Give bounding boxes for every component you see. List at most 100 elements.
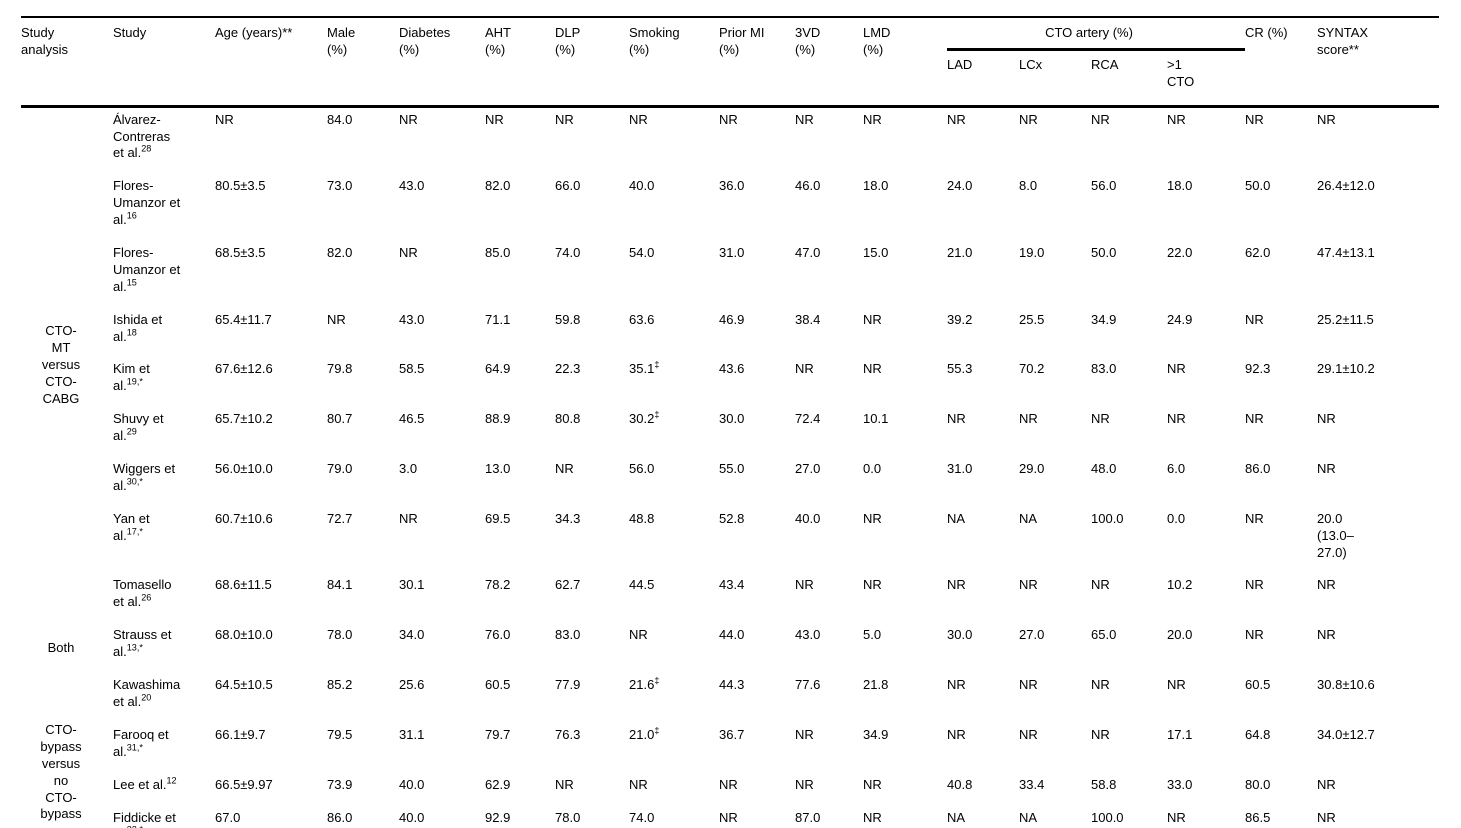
row-group-label: CTO- bypass versus no CTO- bypass	[40, 721, 82, 822]
study-reference: 19,*	[126, 377, 143, 388]
study-name-cell: Yan et al.17,*	[113, 510, 150, 543]
cell-lcx: NR	[1019, 577, 1038, 593]
cell-rca: 56.0	[1091, 178, 1117, 194]
cell-cr: 86.0	[1245, 461, 1271, 477]
cell-aht: 79.7	[485, 726, 511, 742]
cell-male: NR	[327, 311, 346, 327]
cell-gt1-cto: 10.2	[1167, 577, 1193, 593]
cell-gt1-cto: 24.9	[1167, 311, 1193, 327]
cell-lmd: 18.0	[863, 178, 889, 194]
cell-diabetes: 43.0	[399, 311, 425, 327]
cell-prior-mi: 44.0	[719, 627, 745, 643]
cell-cr: NR	[1245, 577, 1264, 593]
cell-lad: 21.0	[947, 245, 973, 261]
cell-lad: NR	[947, 577, 966, 593]
cell-age: 67.0 (59.0– 74.0)	[215, 809, 252, 828]
study-name-cell: Ishida et al.18	[113, 311, 163, 344]
cell-age: 68.6±11.5	[215, 577, 272, 593]
cell-diabetes: 58.5	[399, 361, 425, 377]
cell-gt1-cto: 22.0	[1167, 245, 1193, 261]
cell-3vd: NR	[795, 776, 814, 792]
cell-prior-mi: 36.0	[719, 178, 745, 194]
cell-rca: 65.0	[1091, 627, 1117, 643]
cell-diabetes: 46.5	[399, 411, 425, 427]
cell-smoking: 63.6	[629, 311, 655, 327]
cell-syntax: 20.0 (13.0– 27.0)	[1317, 510, 1354, 560]
cell-aht: 64.9	[485, 361, 511, 377]
study-reference: 15	[126, 277, 137, 288]
cell-lmd: NR	[863, 809, 882, 825]
cell-lcx: 27.0	[1019, 627, 1045, 643]
cell-prior-mi: 36.7	[719, 726, 745, 742]
study-reference: 13,*	[126, 642, 143, 653]
cell-aht: 92.9	[485, 809, 511, 825]
cell-cr: 50.0	[1245, 178, 1271, 194]
cell-syntax: NR	[1317, 577, 1336, 593]
cell-aht: 13.0	[485, 461, 511, 477]
cell-lcx: 8.0	[1019, 178, 1038, 194]
cell-gt1-cto: 33.0	[1167, 776, 1193, 792]
cell-smoking: 30.2‡	[629, 409, 660, 427]
cell-male: 84.1	[327, 577, 353, 593]
cell-dlp: NR	[555, 776, 574, 792]
cell-cr: NR	[1245, 411, 1264, 427]
study-name-cell: Kim et al.19,*	[113, 361, 150, 394]
cell-aht: 78.2	[485, 577, 511, 593]
double-dagger-footnote-marker: ‡	[654, 675, 660, 686]
table-row: Farooq et al.31,* 66.1±9.7 79.5 31.1 79.7 76.…	[21, 723, 1439, 773]
col-header-gt1-cto: >1 CTO	[1167, 49, 1246, 108]
cell-smoking: 56.0	[629, 461, 655, 477]
study-reference: 18	[126, 327, 137, 338]
col-header-lcx: LCx	[1019, 49, 1091, 108]
cell-lcx: 33.4	[1019, 776, 1045, 792]
cell-dlp: 78.0	[555, 809, 581, 825]
cell-male: 86.0	[327, 809, 353, 825]
cell-syntax: NR	[1317, 411, 1336, 427]
col-header-dlp: DLP (%)	[555, 17, 629, 108]
cell-rca: 58.8	[1091, 776, 1117, 792]
cell-smoking: 40.0	[629, 178, 655, 194]
cell-syntax: 34.0±12.7	[1317, 726, 1375, 742]
col-header-syntax: SYNTAX score**	[1317, 17, 1440, 108]
cell-dlp: 62.7	[555, 577, 581, 593]
cell-lcx: 70.2	[1019, 361, 1045, 377]
cell-lad: NR	[947, 677, 966, 693]
cell-lad: NR	[947, 111, 966, 127]
cell-diabetes: 40.0	[399, 776, 425, 792]
cell-diabetes: NR	[399, 111, 418, 127]
cell-3vd: 27.0	[795, 461, 821, 477]
cell-gt1-cto: NR	[1167, 809, 1186, 825]
cell-dlp: 77.9	[555, 677, 581, 693]
cell-prior-mi: 30.0	[719, 411, 745, 427]
col-header-study-analysis: Study analysis	[21, 17, 113, 108]
cell-3vd: 77.6	[795, 677, 821, 693]
study-reference: 30,*	[126, 476, 143, 487]
cell-lmd: 34.9	[863, 726, 889, 742]
cell-age: 68.0±10.0	[215, 627, 273, 643]
study-reference: 17,*	[126, 526, 143, 537]
cell-cr: 60.5	[1245, 677, 1271, 693]
cell-aht: 76.0	[485, 627, 511, 643]
cell-aht: 88.9	[485, 411, 511, 427]
cell-cr: NR	[1245, 111, 1264, 127]
cell-aht: 71.1	[485, 311, 511, 327]
study-reference: 12	[166, 775, 177, 786]
cell-aht: 60.5	[485, 677, 511, 693]
header-row-cto-subcolumns: LAD LCx RCA >1 CTO	[21, 49, 1439, 108]
table-row: Shuvy et al.29 65.7±10.2 80.7 46.5 88.9 80.8 3…	[21, 407, 1439, 457]
study-name-cell: Fiddicke et al.32,*	[113, 806, 215, 828]
cell-gt1-cto: NR	[1167, 677, 1186, 693]
cell-lmd: 0.0	[863, 461, 882, 477]
cell-syntax: 25.2±11.5	[1317, 311, 1374, 327]
double-dagger-footnote-marker: ‡	[654, 360, 660, 371]
cell-smoking: 74.0	[629, 809, 655, 825]
cell-age: 64.5±10.5	[215, 677, 273, 693]
cell-smoking: 21.0‡	[629, 725, 660, 742]
double-dagger-footnote-marker: ‡	[654, 409, 660, 420]
table-row: Flores- Umanzor et al.15 68.5±3.5 82.0 NR 85…	[21, 241, 1439, 308]
cell-diabetes: 3.0	[399, 461, 418, 477]
cell-gt1-cto: 0.0	[1167, 510, 1186, 526]
cell-prior-mi: 46.9	[719, 311, 745, 327]
cell-syntax: NR	[1317, 776, 1336, 792]
